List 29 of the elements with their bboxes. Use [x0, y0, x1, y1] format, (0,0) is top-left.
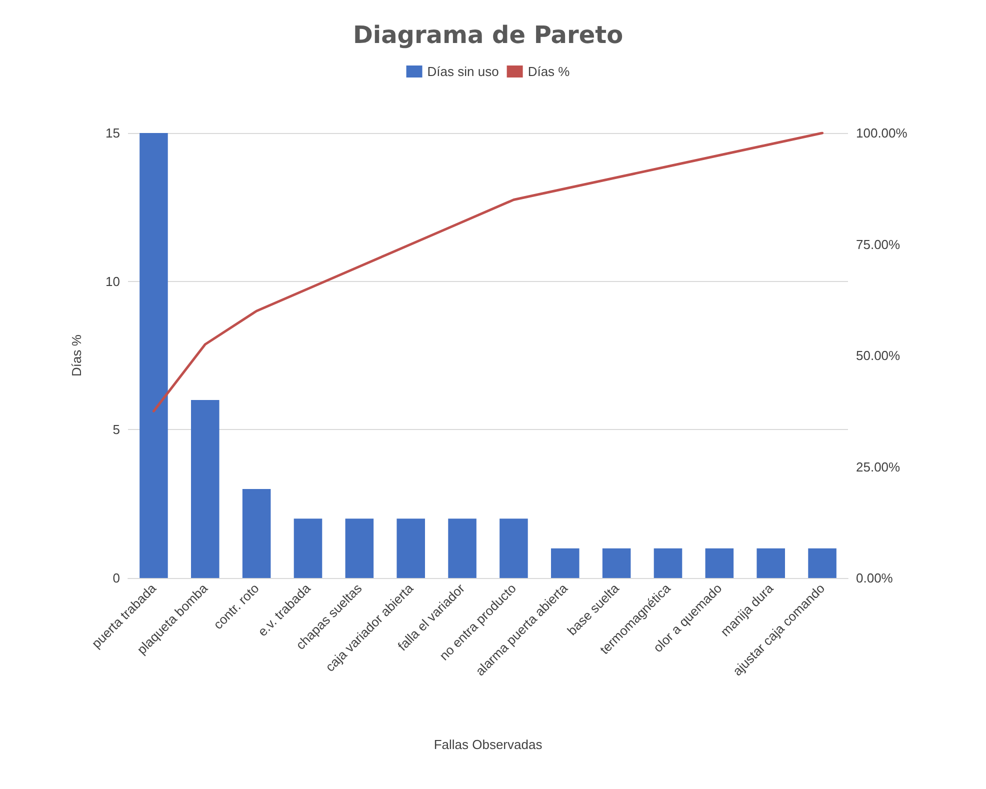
y-tick-label: 0 — [112, 570, 120, 586]
bar — [294, 518, 322, 578]
bar — [500, 518, 528, 578]
bar — [756, 548, 785, 578]
line-series — [152, 132, 824, 412]
bar — [140, 133, 168, 578]
legend-label: Días sin uso — [427, 64, 499, 79]
y2-tick-label: 100.00% — [856, 126, 908, 140]
bar — [602, 548, 631, 578]
bar — [448, 518, 476, 578]
bar — [396, 518, 425, 578]
bar — [705, 548, 734, 578]
bar — [242, 489, 271, 578]
x-axis-title: Fallas Observadas — [434, 737, 543, 752]
bar — [345, 518, 374, 578]
bar — [808, 548, 836, 578]
y2-tick-label: 0.00% — [856, 570, 894, 586]
y-tick-label: 10 — [106, 274, 120, 289]
y2-tick-label: 25.00% — [856, 459, 901, 474]
bar — [654, 548, 682, 578]
y-axis-title: Días % — [69, 334, 84, 376]
bar — [551, 548, 580, 578]
chart-title: Diagrama de Pareto — [352, 21, 624, 49]
y2-tick-label: 50.00% — [856, 348, 901, 363]
y2-tick-label: 75.00% — [856, 236, 901, 252]
y-tick-label: 15 — [106, 126, 120, 140]
bar — [191, 400, 220, 578]
legend-label: Días % — [528, 64, 570, 79]
y-tick-label: 5 — [112, 422, 120, 438]
